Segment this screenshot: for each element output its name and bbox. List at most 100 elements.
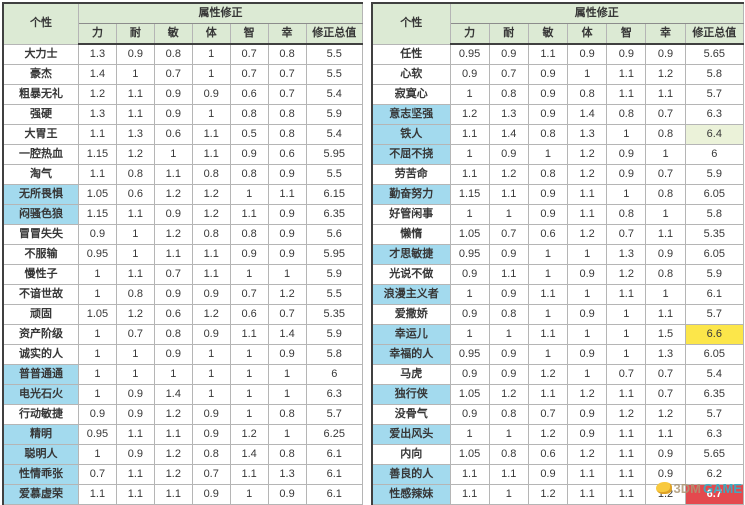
stat-cell: 1 — [267, 264, 307, 285]
total-cell: 6.25 — [305, 424, 364, 445]
stat-cell: 1 — [527, 144, 569, 165]
stat-cell: 0.95 — [77, 424, 117, 445]
stat-cell: 1 — [267, 364, 307, 385]
stat-cell: 1.1 — [567, 184, 608, 205]
stat-cell: 0.7 — [267, 304, 307, 325]
stat-cell: 0.9 — [229, 244, 269, 265]
stat-cell: 0.9 — [567, 344, 608, 365]
stat-cell: 1 — [229, 344, 269, 365]
stat-cell: 0.8 — [191, 224, 231, 245]
stat-cell: 0.9 — [488, 43, 529, 65]
row-label: 性感辣妹 — [371, 484, 451, 505]
row-label: 意志坚强 — [371, 104, 451, 125]
stat-cell: 1.1 — [115, 204, 155, 225]
stat-cell: 0.95 — [449, 344, 490, 365]
stat-cell: 0.9 — [191, 284, 231, 305]
total-cell: 6.05 — [684, 184, 745, 205]
stat-cell: 1 — [191, 344, 231, 365]
stat-cell: 1 — [488, 484, 529, 505]
stat-cell: 1 — [229, 484, 269, 505]
row-label: 精明 — [2, 424, 79, 445]
stat-cell: 1 — [606, 304, 647, 325]
stat-cell: 0.8 — [488, 304, 529, 325]
row-label: 不谙世故 — [2, 284, 79, 305]
row-label: 淘气 — [2, 164, 79, 185]
stat-cell: 0.8 — [191, 164, 231, 185]
header-col: 力 — [77, 23, 117, 45]
total-cell: 5.9 — [305, 264, 364, 285]
stat-cell: 0.9 — [191, 84, 231, 105]
stat-cell: 1.2 — [153, 224, 193, 245]
table-row: 资产阶级 1 0.7 0.8 0.9 1.1 1.4 5.9 — [2, 324, 364, 345]
table-row: 不屈不挠 1 0.9 1 1.2 0.9 1 6 — [371, 144, 745, 165]
stat-cell: 1 — [229, 384, 269, 405]
stat-cell: 1.2 — [567, 144, 608, 165]
stat-cell: 0.7 — [645, 164, 686, 185]
table-row: 普普通通 1 1 1 1 1 1 6 — [2, 364, 364, 385]
stat-cell: 1.1 — [606, 84, 647, 105]
stat-cell: 0.9 — [488, 144, 529, 165]
stat-cell: 1 — [488, 204, 529, 225]
stat-cell: 0.8 — [115, 164, 155, 185]
row-label: 好管闲事 — [371, 204, 451, 225]
stat-cell: 1.4 — [77, 64, 117, 85]
stat-cell: 0.8 — [488, 444, 529, 465]
total-cell: 6.7 — [684, 484, 745, 505]
stat-cell: 1.2 — [267, 284, 307, 305]
stat-cell: 0.9 — [488, 344, 529, 365]
stat-cell: 0.6 — [229, 84, 269, 105]
row-label: 性情乖张 — [2, 464, 79, 485]
stat-cell: 0.9 — [77, 224, 117, 245]
table-row: 内向 1.05 0.8 0.6 1.2 1.1 0.9 5.65 — [371, 444, 745, 465]
stat-cell: 1 — [229, 364, 269, 385]
stat-cell: 0.6 — [153, 304, 193, 325]
table-row: 慢性子 1 1.1 0.7 1.1 1 1 5.9 — [2, 264, 364, 285]
stat-cell: 1 — [606, 124, 647, 145]
table-row: 任性 0.95 0.9 1.1 0.9 0.9 0.9 5.65 — [371, 43, 745, 65]
row-label: 冒冒失失 — [2, 224, 79, 245]
stat-cell: 0.95 — [449, 244, 490, 265]
table-row: 马虎 0.9 0.9 1.2 1 0.7 0.7 5.4 — [371, 364, 745, 385]
table-row: 粗暴无礼 1.2 1.1 0.9 0.9 0.6 0.7 5.4 — [2, 84, 364, 105]
table-row: 聪明人 1 0.9 1.2 0.8 1.4 0.8 6.1 — [2, 444, 364, 465]
stat-cell: 0.9 — [115, 444, 155, 465]
table-row: 爱撒娇 0.9 0.8 1 0.9 1 1.1 5.7 — [371, 304, 745, 325]
total-cell: 5.7 — [684, 404, 745, 425]
total-cell: 5.8 — [684, 204, 745, 225]
stat-cell: 1.15 — [77, 204, 117, 225]
stat-cell: 1.1 — [153, 164, 193, 185]
row-label: 大力士 — [2, 43, 79, 65]
table-row: 性感辣妹 1.1 1 1.2 1.1 1.1 1.2 6.7 — [371, 484, 745, 505]
stat-cell: 1 — [115, 364, 155, 385]
stat-cell: 0.9 — [527, 184, 569, 205]
total-cell: 5.5 — [305, 164, 364, 185]
row-label: 闷骚色狼 — [2, 204, 79, 225]
stat-cell: 1.1 — [115, 84, 155, 105]
total-cell: 6.3 — [305, 384, 364, 405]
stat-cell: 1 — [488, 324, 529, 345]
table-row: 光说不做 0.9 1.1 1 0.9 1.2 0.8 5.9 — [371, 264, 745, 285]
stat-cell: 0.9 — [645, 43, 686, 65]
stat-cell: 0.8 — [606, 204, 647, 225]
stat-cell: 0.9 — [153, 344, 193, 365]
table-row: 电光石火 1 0.9 1.4 1 1 1 6.3 — [2, 384, 364, 405]
stat-cell: 1 — [77, 444, 117, 465]
row-label: 幸运儿 — [371, 324, 451, 345]
stat-cell: 1 — [77, 344, 117, 365]
stat-cell: 0.9 — [567, 304, 608, 325]
row-label: 普普通通 — [2, 364, 79, 385]
stat-cell: 1 — [191, 64, 231, 85]
header-col: 智 — [229, 23, 269, 45]
stat-cell: 0.8 — [645, 184, 686, 205]
total-cell: 6 — [305, 364, 364, 385]
row-label: 豪杰 — [2, 64, 79, 85]
stat-cell: 1 — [191, 384, 231, 405]
stat-cell: 1.1 — [449, 164, 490, 185]
stat-cell: 0.8 — [153, 324, 193, 345]
stat-cell: 1.3 — [267, 464, 307, 485]
stat-cell: 0.6 — [527, 224, 569, 245]
total-cell: 5.9 — [684, 264, 745, 285]
row-label: 不服输 — [2, 244, 79, 265]
header-col: 敏 — [527, 23, 569, 45]
stat-cell: 1.1 — [527, 43, 569, 65]
